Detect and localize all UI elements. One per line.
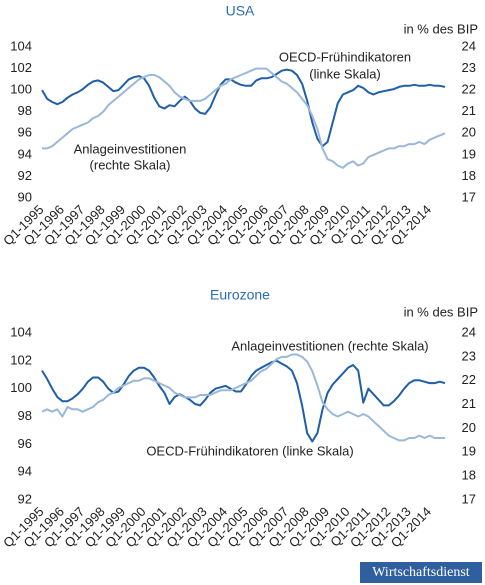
y-tick-label: 98 bbox=[18, 103, 32, 118]
y2-tick-label: 18 bbox=[462, 168, 476, 183]
panel-title: USA bbox=[226, 3, 255, 19]
panel-title: Eurozone bbox=[210, 287, 270, 303]
y-tick-label: 102 bbox=[10, 60, 32, 75]
y-tick-label: 90 bbox=[18, 189, 32, 204]
y2-tick-label: 17 bbox=[462, 491, 476, 506]
y2-tick-label: 19 bbox=[462, 444, 476, 459]
y2-tick-label: 20 bbox=[462, 420, 476, 435]
series-label: (linke Skala) bbox=[309, 66, 381, 81]
series-label: OECD-Frühindikatoren bbox=[279, 49, 411, 64]
y-tick-label: 100 bbox=[10, 380, 32, 395]
series-line bbox=[41, 68, 446, 148]
y2-axis-label: in % des BIP bbox=[404, 21, 478, 36]
y2-tick-label: 18 bbox=[462, 468, 476, 483]
series-label: Anlageinvestitionen (rechte Skala) bbox=[231, 338, 428, 353]
y-tick-label: 94 bbox=[18, 464, 32, 479]
y2-axis-label: in % des BIP bbox=[404, 304, 478, 319]
y-tick-label: 92 bbox=[18, 491, 32, 506]
series-line bbox=[41, 359, 446, 443]
y-tick-label: 96 bbox=[18, 436, 32, 451]
y2-tick-label: 22 bbox=[462, 82, 476, 97]
y2-tick-label: 23 bbox=[462, 348, 476, 363]
y2-tick-label: 21 bbox=[462, 103, 476, 118]
series-line bbox=[42, 67, 446, 169]
brand-text: Wirtschaftsdienst bbox=[372, 565, 470, 580]
brand-badge bbox=[360, 562, 482, 583]
y2-tick-label: 23 bbox=[462, 60, 476, 75]
y2-tick-label: 17 bbox=[462, 189, 476, 204]
y2-tick-label: 21 bbox=[462, 396, 476, 411]
y-tick-label: 104 bbox=[10, 38, 32, 53]
y2-tick-label: 20 bbox=[462, 125, 476, 140]
y2-tick-label: 22 bbox=[462, 372, 476, 387]
series-label: Anlageinvestitionen bbox=[74, 141, 187, 156]
y-tick-label: 102 bbox=[10, 352, 32, 367]
y2-tick-label: 19 bbox=[462, 146, 476, 161]
series-line bbox=[41, 353, 445, 442]
y-tick-label: 96 bbox=[18, 125, 32, 140]
y2-tick-label: 24 bbox=[462, 324, 476, 339]
y2-tick-label: 24 bbox=[462, 38, 476, 53]
y-tick-label: 92 bbox=[18, 168, 32, 183]
series-label: (rechte Skala) bbox=[90, 157, 171, 172]
y-tick-label: 94 bbox=[18, 146, 32, 161]
y-tick-label: 100 bbox=[10, 82, 32, 97]
y-tick-label: 104 bbox=[10, 324, 32, 339]
y-tick-label: 98 bbox=[18, 408, 32, 423]
series-label: OECD-Frühindikatoren (linke Skala) bbox=[146, 443, 353, 458]
